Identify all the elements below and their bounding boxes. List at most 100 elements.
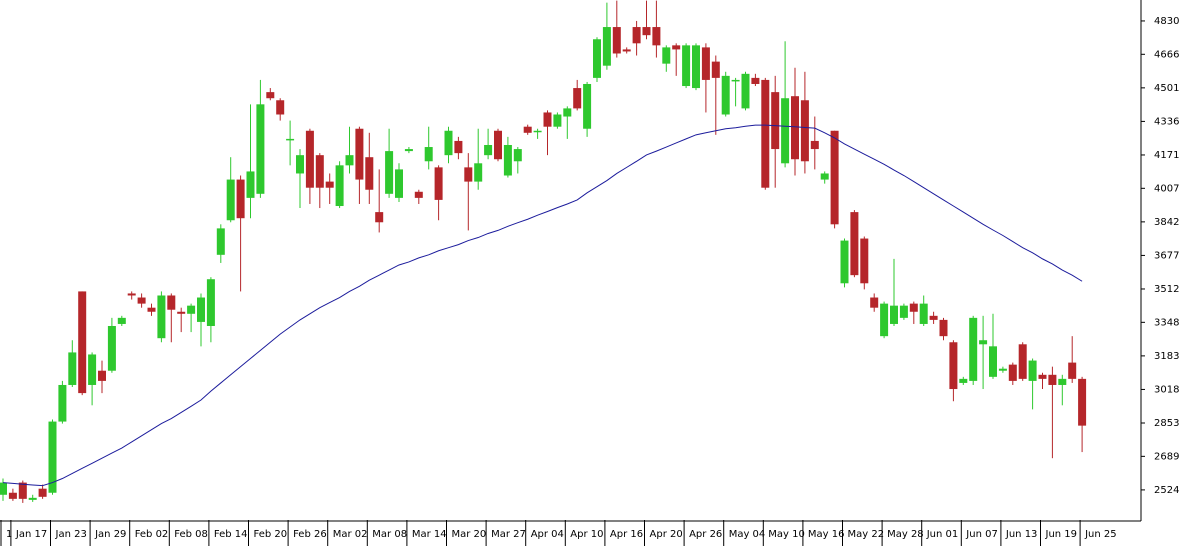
candle-body	[167, 295, 176, 310]
candle-body	[781, 98, 790, 164]
candle-body	[662, 47, 671, 64]
candle-body	[88, 354, 97, 385]
candle-body	[325, 181, 334, 188]
candle-body	[18, 482, 27, 499]
candle-body	[276, 100, 285, 115]
y-tick-label: 3677	[1154, 250, 1179, 261]
candle-body	[404, 149, 413, 152]
x-tick-label: Jun 19	[1045, 529, 1078, 540]
candle-body	[701, 47, 710, 80]
y-tick-label: 2689	[1154, 451, 1179, 462]
candle-body	[137, 297, 146, 304]
candle-body	[969, 317, 978, 381]
y-tick-label: 3183	[1154, 351, 1179, 362]
candle-body	[949, 342, 958, 390]
candle-body	[246, 171, 255, 198]
x-tick-label: Mar 02	[333, 529, 368, 540]
candle-body	[296, 155, 304, 174]
candle-body	[315, 155, 324, 188]
candle-body	[305, 130, 314, 188]
candle-body	[899, 305, 908, 318]
candle-body	[563, 108, 572, 117]
candle-body	[751, 77, 760, 84]
candle-body	[474, 163, 483, 182]
candle-body	[8, 492, 17, 499]
candle-body	[602, 27, 611, 66]
candle-body	[117, 317, 126, 324]
candle-body	[711, 61, 720, 78]
candle-body	[533, 130, 542, 133]
x-tick-label: Mar 20	[452, 529, 487, 540]
x-tick-label: Feb 08	[174, 529, 208, 540]
candle-body	[48, 421, 57, 493]
candle-body	[454, 140, 463, 154]
candle-body	[840, 240, 849, 284]
candle-body	[177, 311, 186, 314]
candle-body	[107, 325, 116, 371]
candle-body	[1018, 344, 1027, 379]
candle-body	[761, 79, 770, 188]
candle-body	[998, 368, 1007, 371]
candle-body	[395, 169, 403, 198]
candle-body	[286, 138, 295, 141]
x-tick-label: May 22	[848, 529, 885, 540]
candle-body	[692, 45, 700, 89]
candle-body	[503, 144, 512, 176]
candle-body	[266, 92, 275, 99]
candle-body	[206, 279, 215, 326]
candle-body	[444, 130, 453, 156]
candle-body	[38, 488, 47, 497]
candle-body	[1028, 360, 1037, 381]
y-tick-label: 4830	[1154, 16, 1179, 27]
candle-body	[236, 179, 245, 219]
y-tick-label: 3842	[1154, 217, 1179, 228]
candle-body	[226, 179, 235, 221]
x-tick-label: Jun 07	[965, 529, 998, 540]
x-tick-label: Jun 13	[1005, 529, 1038, 540]
x-tick-label: Jan 29	[94, 529, 126, 540]
candle-body	[939, 319, 948, 337]
candle-body	[909, 303, 918, 312]
candle-body	[553, 114, 562, 127]
candle-body	[771, 92, 780, 150]
candle-body	[989, 346, 997, 377]
x-tick-label: Apr 10	[570, 529, 603, 540]
candle-body	[216, 228, 225, 255]
candle-body	[979, 340, 988, 345]
x-tick-label: May 16	[808, 529, 845, 540]
candle-body	[573, 88, 582, 109]
candle-body	[800, 100, 809, 162]
candle-body	[345, 155, 354, 166]
candle-body	[850, 212, 859, 276]
y-tick-label: 4666	[1154, 49, 1179, 60]
candle-body	[682, 45, 691, 87]
candle-body	[68, 352, 77, 385]
x-tick-label: Feb 14	[214, 529, 248, 540]
candle-body	[721, 75, 730, 115]
candle-body	[583, 83, 592, 129]
x-tick-label: Apr 26	[689, 529, 722, 540]
candle-body	[434, 167, 443, 200]
candle-body	[1038, 374, 1047, 379]
candle-body	[593, 39, 601, 78]
x-tick-label: Feb 20	[254, 529, 288, 540]
candle-body	[424, 147, 433, 162]
candle-body	[28, 497, 37, 500]
candle-body	[355, 128, 364, 180]
y-tick-label: 3348	[1154, 317, 1179, 328]
candle-body	[484, 144, 493, 156]
x-tick-label: May 28	[887, 529, 924, 540]
candle-body	[127, 293, 136, 296]
candle-body	[197, 297, 205, 322]
x-tick-label: Apr 04	[531, 529, 564, 540]
candle-body	[414, 191, 423, 198]
candle-body	[1068, 362, 1077, 379]
candle-body	[523, 126, 532, 133]
candle-body	[375, 212, 384, 223]
candle-body	[810, 140, 819, 150]
candle-body	[464, 167, 473, 182]
y-tick-label: 3018	[1154, 384, 1179, 395]
candle-body	[919, 303, 928, 324]
